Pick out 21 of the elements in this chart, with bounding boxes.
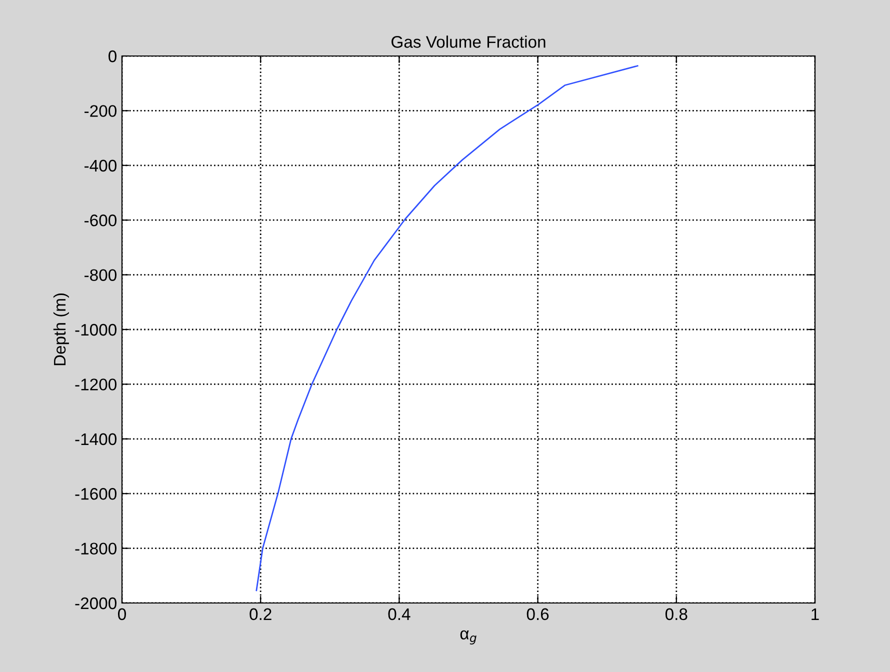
y-tick-label: -1200 <box>75 378 116 390</box>
y-tick-label: -1400 <box>75 433 116 446</box>
x-tick-label: 1 <box>812 608 819 620</box>
chart-title: Gas Volume Fraction <box>392 36 546 48</box>
y-tick-label: -600 <box>84 214 116 226</box>
y-tick-label: -2000 <box>75 597 116 610</box>
line-series <box>256 65 638 592</box>
y-tick-label: 0 <box>108 50 116 62</box>
x-tick-label: 0.2 <box>250 608 272 620</box>
x-tick-label: 0.6 <box>526 608 549 620</box>
x-tick-label: 0 <box>118 608 126 620</box>
y-tick-label: -200 <box>84 105 116 117</box>
x-tick-label: 0.4 <box>388 608 410 620</box>
y-tick-label: -800 <box>84 269 116 282</box>
y-axis-title: Depth (m) <box>53 293 69 366</box>
y-tick-label: -1000 <box>75 324 116 336</box>
y-tick-label: -400 <box>84 160 116 172</box>
x-tick-label: 0.8 <box>665 608 688 620</box>
y-tick-label: -1600 <box>75 488 116 500</box>
y-tick-label: -1800 <box>75 542 116 555</box>
x-axis-title: α$_{g}$ <box>460 630 476 644</box>
